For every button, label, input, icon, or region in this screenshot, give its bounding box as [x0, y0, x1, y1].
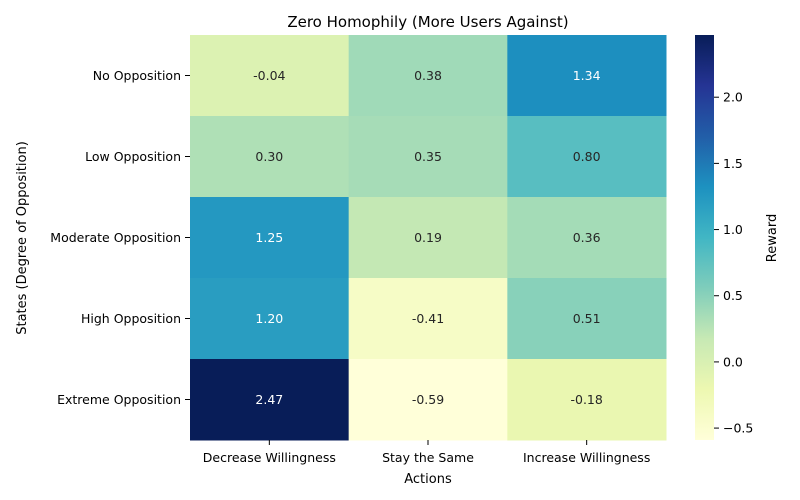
cell-value-label: 0.80 [573, 149, 601, 164]
colorbar [695, 35, 714, 440]
cell-value-label: 1.25 [255, 230, 283, 245]
x-tick-label: Decrease Willingness [203, 450, 336, 465]
colorbar-tick-label: −0.5 [723, 421, 753, 436]
cell-value-label: 1.34 [573, 68, 601, 83]
cell-value-label: -0.18 [570, 392, 602, 407]
heatmap-cell [348, 197, 508, 279]
colorbar-label: Reward [765, 214, 780, 262]
heatmap-cell-labels: -0.04 0.38 1.34 0.30 0.35 0.80 1.25 0.19 0.36 1.2… [253, 68, 603, 407]
cell-value-label: 0.38 [414, 68, 442, 83]
cell-value-label: 0.35 [414, 149, 442, 164]
cell-value-label: 0.19 [414, 230, 442, 245]
cell-value-label: 0.36 [573, 230, 601, 245]
heatmap-cell [348, 35, 508, 117]
cell-value-label: 0.30 [255, 149, 283, 164]
cell-value-label: -0.04 [253, 68, 285, 83]
heatmap-cell [507, 278, 667, 360]
cell-value-label: -0.41 [412, 311, 444, 326]
y-tick-label: Moderate Opposition [50, 230, 181, 245]
colorbar-tick-label: 0.5 [723, 288, 743, 303]
x-tick-label: Increase Willingness [523, 450, 650, 465]
heatmap-cell [348, 359, 508, 441]
heatmap-cell [348, 278, 508, 360]
heatmap-cells [190, 35, 667, 441]
heatmap-cell [190, 116, 350, 198]
heatmap-cell [190, 359, 350, 441]
cell-value-label: 2.47 [255, 392, 283, 407]
cell-value-label: 1.20 [255, 311, 283, 326]
y-tick-label: Low Opposition [85, 149, 181, 164]
y-tick-label: High Opposition [81, 311, 181, 326]
colorbar-tick-label: 1.0 [723, 222, 743, 237]
y-axis-label: States (Degree of Opposition) [15, 141, 30, 335]
heatmap-cell [507, 35, 667, 117]
colorbar-tick-label: 1.5 [723, 156, 743, 171]
y-axis-ticks: No Opposition Low Opposition Moderate Oppo… [50, 68, 190, 407]
heatmap-cell [507, 116, 667, 198]
cell-value-label: -0.59 [412, 392, 444, 407]
heatmap-cell [507, 359, 667, 441]
heatmap-cell [190, 35, 350, 117]
colorbar-tick-label: 0.0 [723, 354, 743, 369]
heatmap-cell [507, 197, 667, 279]
chart-title: Zero Homophily (More Users Against) [287, 13, 568, 31]
x-axis-label: Actions [404, 472, 452, 487]
heatmap-cell [348, 116, 508, 198]
y-tick-label: No Opposition [93, 68, 181, 83]
x-tick-label: Stay the Same [382, 450, 474, 465]
colorbar-tick-label: 2.0 [723, 90, 743, 105]
heatmap-cell [190, 197, 350, 279]
x-axis-ticks: Decrease Willingness Stay the Same Increas… [203, 440, 650, 465]
cell-value-label: 0.51 [573, 311, 601, 326]
y-tick-label: Extreme Opposition [57, 392, 181, 407]
heatmap-cell [190, 278, 350, 360]
colorbar-ticks: −0.5 0.0 0.5 1.0 1.5 2.0 [714, 90, 753, 436]
